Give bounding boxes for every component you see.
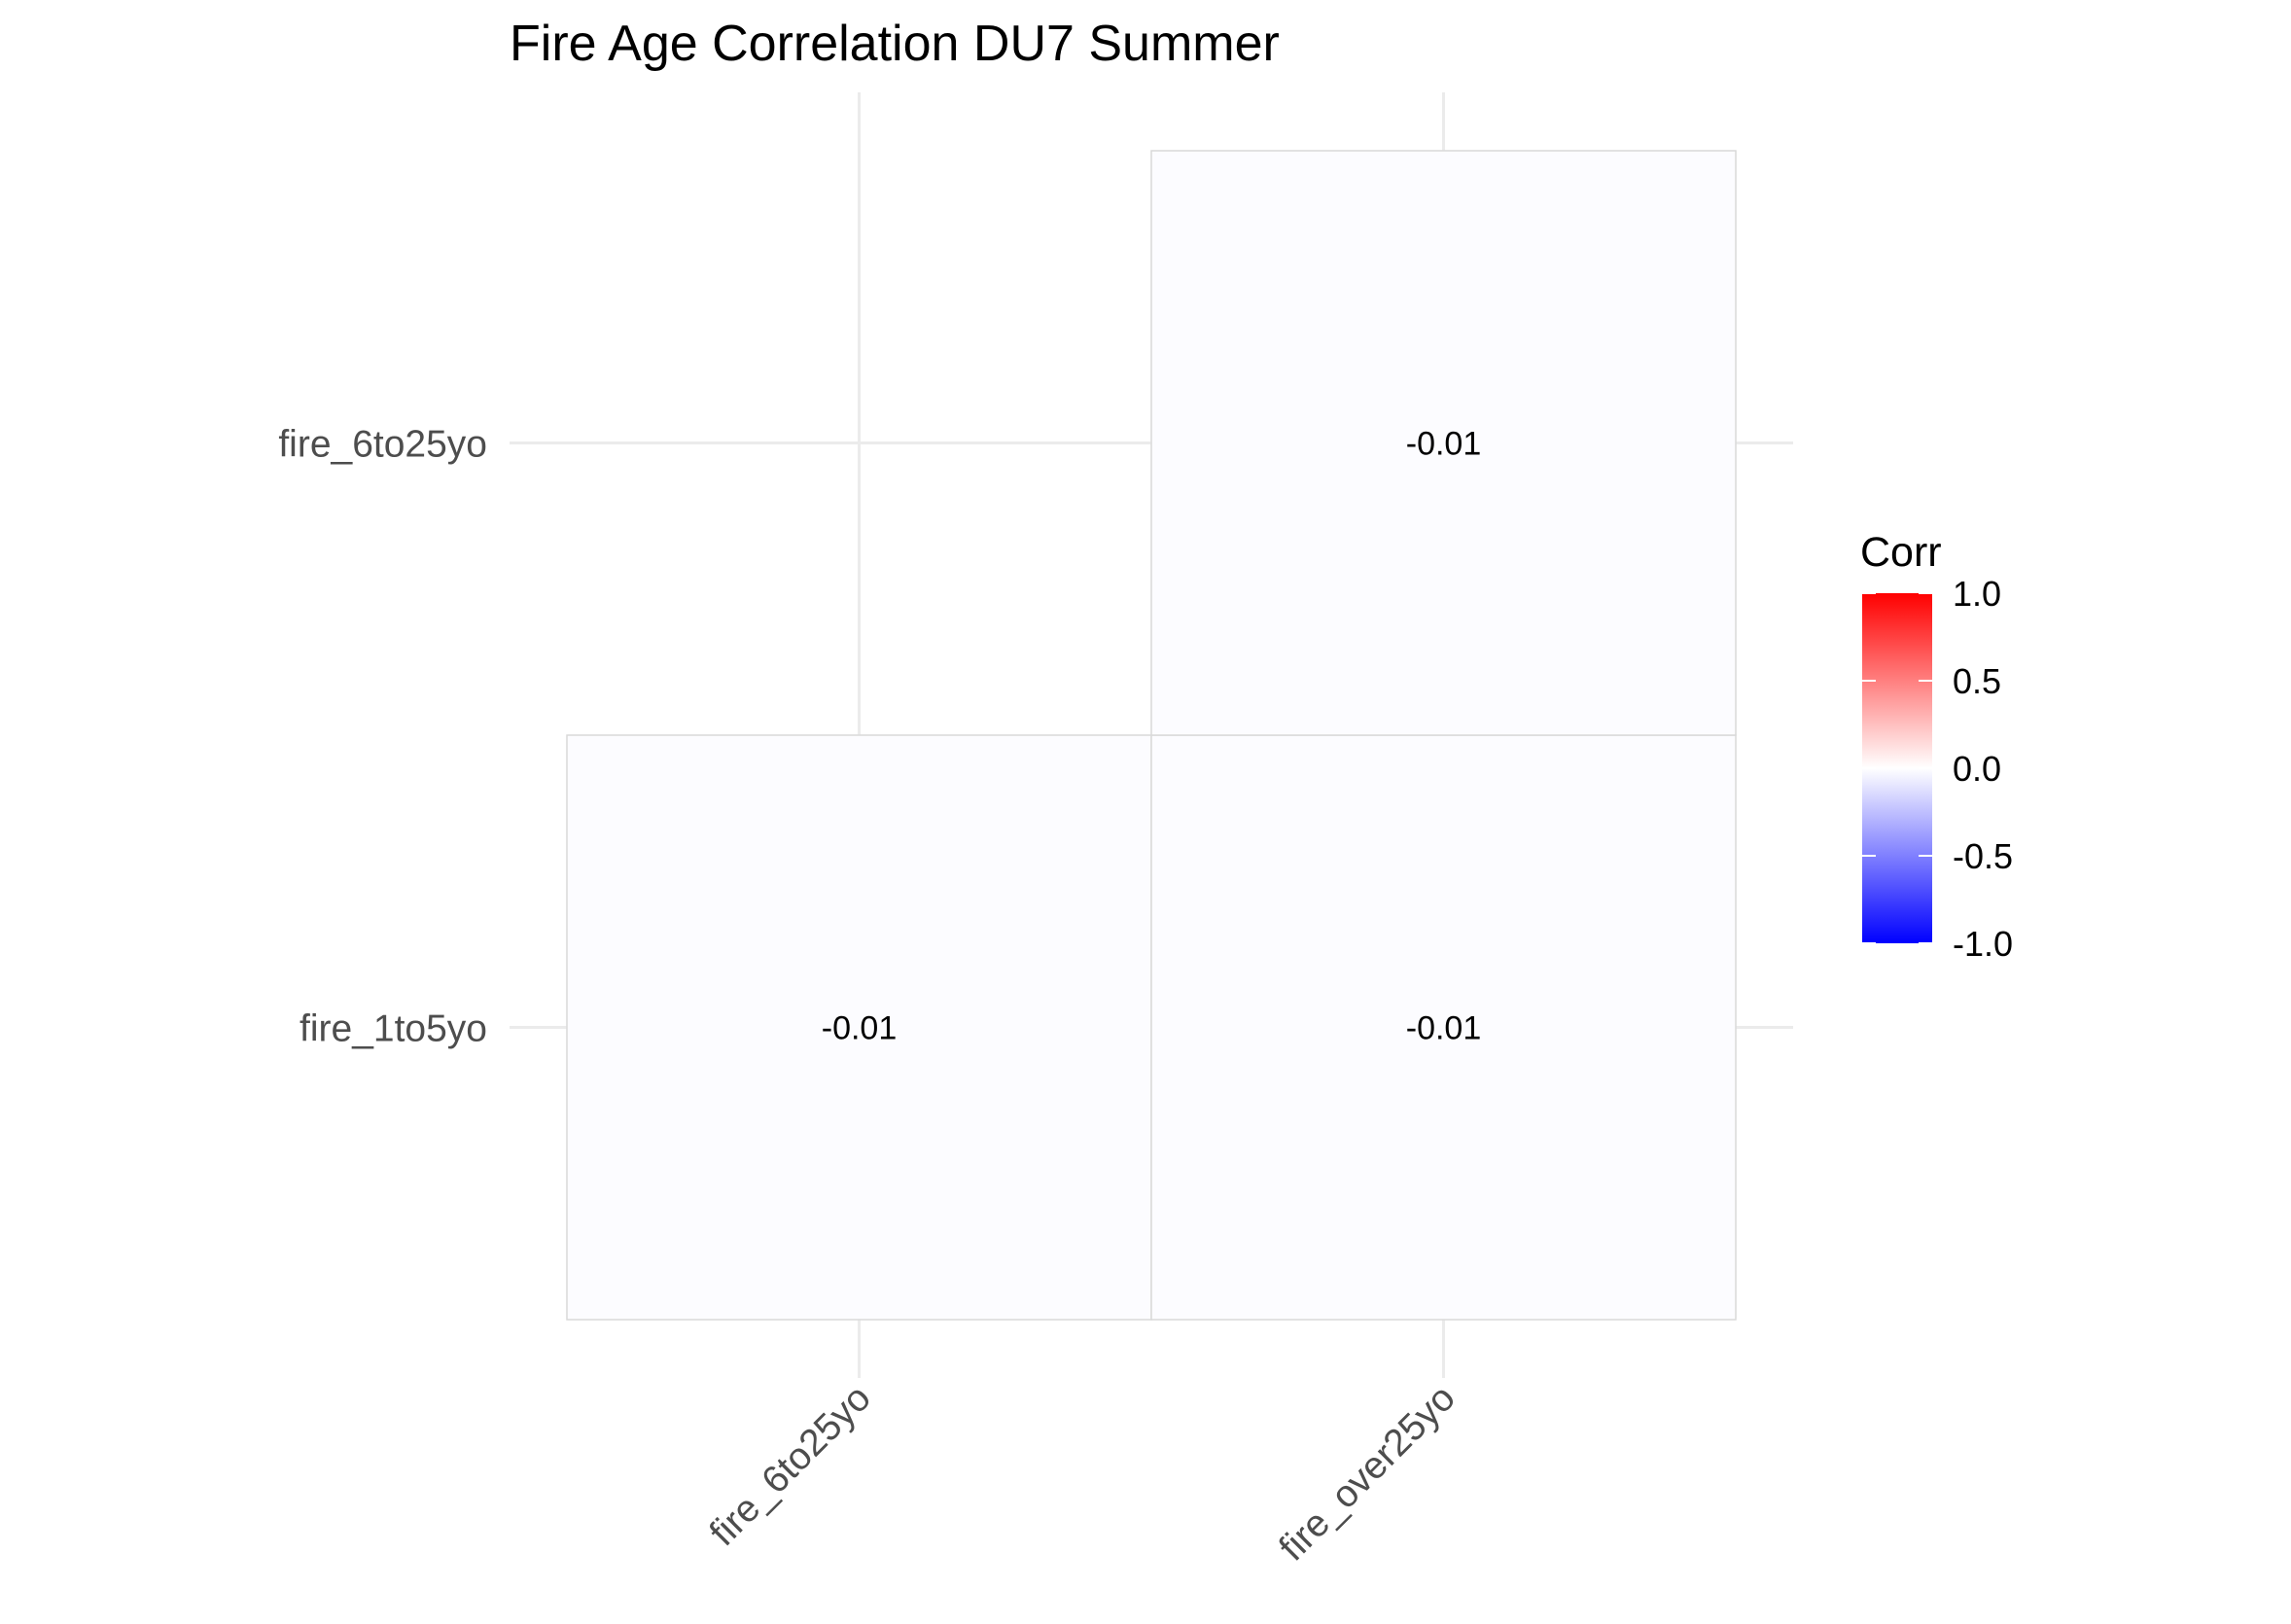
- legend-tick-label: 1.0: [1953, 574, 2001, 614]
- cell-value-label: -0.01: [1406, 426, 1482, 463]
- y-tick-label: fire_6to25yo: [278, 424, 487, 466]
- heatmap-cell: [566, 734, 1152, 1321]
- x-tick-label: fire_6to25yo: [702, 1377, 879, 1554]
- heatmap-cell: [1150, 734, 1737, 1321]
- legend-tick-label: 0.5: [1953, 661, 2001, 701]
- y-tick-label: fire_1to5yo: [300, 1008, 487, 1050]
- chart-title: Fire Age Correlation DU7 Summer: [510, 16, 1280, 72]
- legend-title: Corr: [1860, 529, 1942, 576]
- cell-value-label: -0.01: [1406, 1010, 1482, 1047]
- cell-value-label: -0.01: [822, 1010, 898, 1047]
- color-legend: Corr 1.0 0.5 0.0 -0.5 -1.0: [1860, 529, 2013, 964]
- cell-value-labels: -0.01 -0.01 -0.01: [822, 426, 1482, 1047]
- heatmap-cells: [566, 150, 1737, 1321]
- legend-tick-label: 0.0: [1953, 749, 2001, 789]
- x-tick-label: fire_over25yo: [1271, 1377, 1463, 1570]
- legend-tick-label: -0.5: [1953, 836, 2013, 876]
- heatmap-cell: [1150, 150, 1737, 736]
- y-axis: fire_1to5yo fire_6to25yo: [278, 424, 487, 1050]
- x-axis: fire_6to25yo fire_over25yo: [702, 1377, 1463, 1570]
- legend-tick-label: -1.0: [1953, 924, 2013, 964]
